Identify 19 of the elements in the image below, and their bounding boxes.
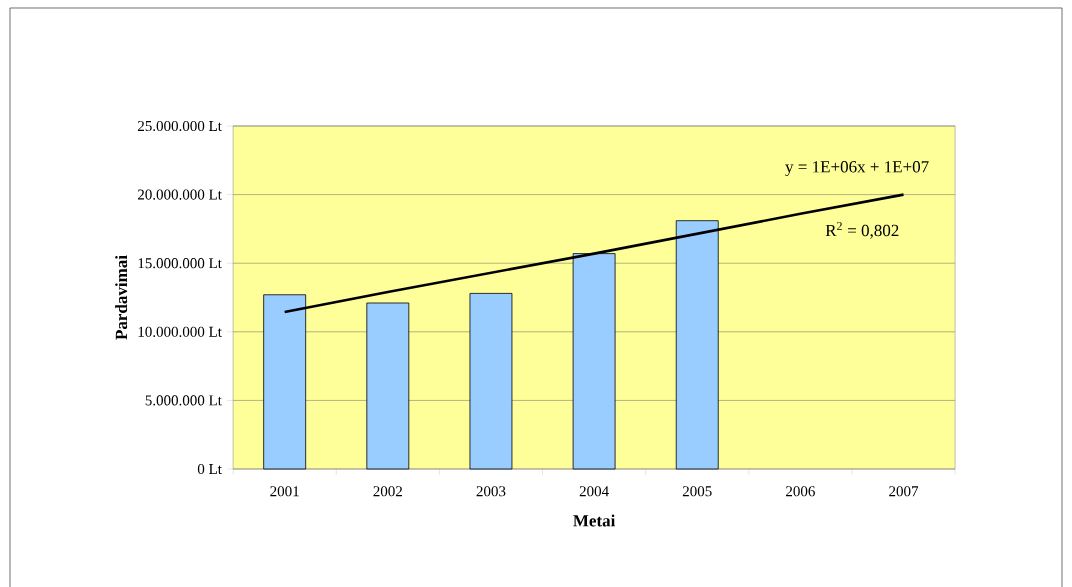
x-tick-label: 2002 [373,486,402,497]
y-axis-title: Pardavimai [115,255,128,340]
x-tick-label: 2007 [889,486,919,497]
x-tick-label: 2005 [682,486,712,497]
bar [366,302,410,470]
x-tick-label: 2006 [786,486,815,497]
annotation: R$^{2}$ = 0,802 [825,221,899,239]
annotation: y = 1E+06x + 1E+07 [785,161,929,177]
y-tick-label: 5.000.000 Lt [145,395,222,406]
y-tick-label: 20.000.000 Lt [137,189,222,200]
x-tick-label: 2003 [476,486,506,497]
y-tick-label: 15.000.000 Lt [138,258,222,269]
y-tick-label: 0 Lt [197,463,222,475]
x-tick-label: 2001 [270,486,299,497]
y-tick-label: 25.000.000 Lt [137,120,222,132]
x-axis-title: Metai [573,514,616,527]
y-tick-label: 10.000.000 Lt [138,326,222,337]
bar [469,292,513,470]
x-tick-label: 2004 [579,486,609,497]
